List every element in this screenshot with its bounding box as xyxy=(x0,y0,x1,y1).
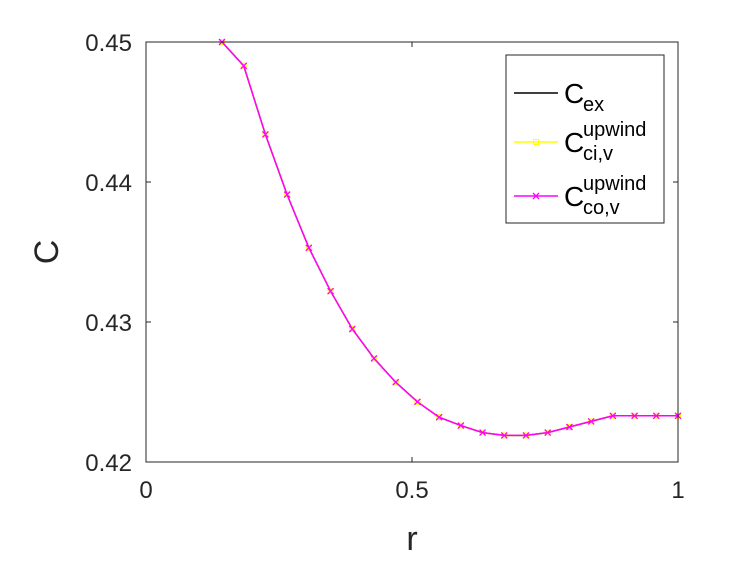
legend-label-1: Cex xyxy=(564,78,604,116)
x-tick-label: 0.5 xyxy=(395,477,428,504)
legend-box xyxy=(505,54,665,224)
y-axis-label: C xyxy=(28,240,66,265)
series-line-3 xyxy=(221,41,678,437)
series-2-point xyxy=(370,355,377,362)
series-3-point xyxy=(370,354,378,362)
series-3-point xyxy=(413,398,421,406)
x-axis-label: r xyxy=(406,520,417,558)
series-3-point xyxy=(479,429,487,437)
series-3-point xyxy=(348,325,356,333)
y-tick-label: 0.43 xyxy=(85,310,132,337)
series-2-point xyxy=(392,379,399,386)
legend-marker-2 xyxy=(533,139,539,145)
series-2-point xyxy=(349,326,356,332)
series-3-point xyxy=(261,130,269,138)
series-2-point xyxy=(436,414,443,421)
legend-label-2: Cupwind ci,v xyxy=(564,119,646,165)
series-3-point xyxy=(631,412,639,420)
series-3-point xyxy=(652,412,660,420)
y-tick-label: 0.42 xyxy=(85,450,132,477)
series-2-point xyxy=(327,288,334,295)
tick-label-layer: 0 0.5 1 0.42 0.43 0.44 0.45 xyxy=(85,30,684,504)
series-3-point xyxy=(587,417,595,425)
series-3-point xyxy=(457,422,465,430)
series-2-point xyxy=(262,131,269,138)
axes-layer xyxy=(145,41,679,463)
series-2-point xyxy=(457,422,464,429)
series-3-point xyxy=(283,191,291,199)
series-3-point xyxy=(609,412,617,420)
series-3-point xyxy=(435,413,443,421)
y-tick-label: 0.45 xyxy=(85,30,132,57)
y-tick-label: 0.44 xyxy=(85,170,132,197)
series-layer xyxy=(218,38,682,439)
series-3-point xyxy=(305,244,313,252)
series-3-point xyxy=(327,287,335,295)
legend-marker-3 xyxy=(532,192,540,200)
series-3-point xyxy=(240,62,248,70)
legend-label-3: Cupwind co,v xyxy=(564,173,646,219)
series-3-point xyxy=(544,429,552,437)
x-tick-label: 0 xyxy=(139,477,152,504)
series-2-point xyxy=(414,398,421,405)
series-2-point xyxy=(284,191,291,198)
series-3-point xyxy=(392,378,400,386)
series-3-point xyxy=(565,423,573,431)
series-2-point xyxy=(305,244,312,251)
x-tick-label: 1 xyxy=(671,477,684,504)
series-3-point xyxy=(522,431,530,439)
series-3-point xyxy=(500,431,508,439)
